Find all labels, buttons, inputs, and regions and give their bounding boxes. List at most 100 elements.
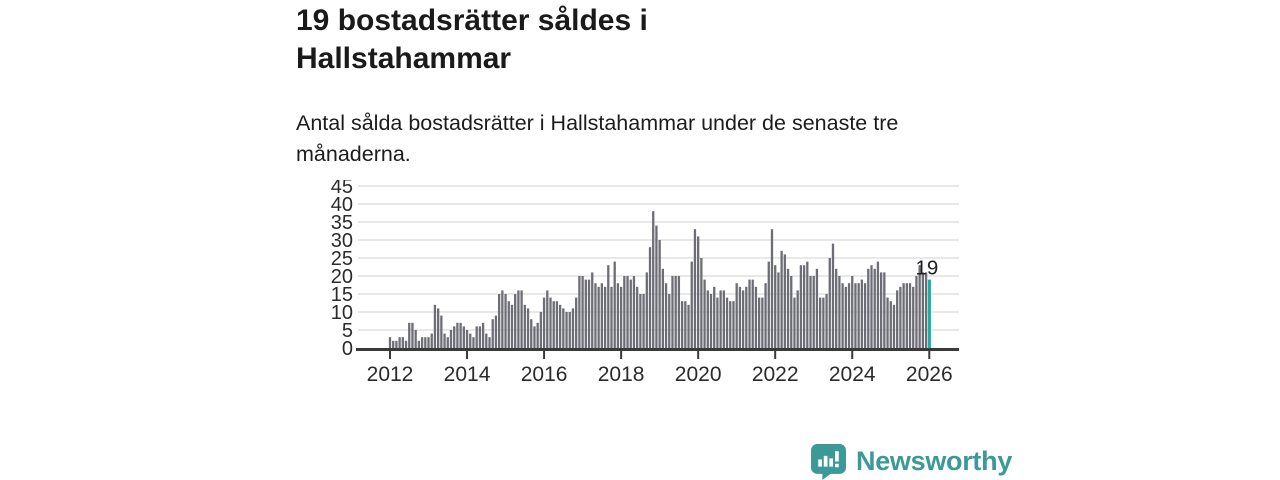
logo-bar-3 bbox=[829, 458, 834, 467]
bar bbox=[597, 286, 600, 348]
bar bbox=[777, 272, 780, 348]
x-axis-tick-label: 2022 bbox=[752, 363, 799, 386]
bar bbox=[446, 337, 449, 348]
bar bbox=[902, 283, 905, 348]
bar bbox=[520, 290, 523, 348]
bar bbox=[889, 301, 892, 348]
bar bbox=[504, 294, 507, 348]
bar bbox=[729, 301, 732, 348]
x-axis-tick-label: 2016 bbox=[521, 363, 568, 386]
bar bbox=[613, 261, 616, 348]
bar bbox=[867, 268, 870, 348]
bar bbox=[693, 229, 697, 348]
bar bbox=[883, 272, 886, 348]
bar bbox=[629, 279, 632, 348]
bar bbox=[462, 326, 465, 348]
bar bbox=[748, 279, 751, 348]
bar bbox=[835, 268, 838, 348]
bar bbox=[552, 301, 555, 348]
bar bbox=[838, 276, 841, 348]
brand-name: Newsworthy bbox=[856, 446, 1013, 476]
bar bbox=[709, 294, 713, 348]
y-axis-tick-label: 0 bbox=[342, 338, 353, 360]
bar bbox=[632, 276, 636, 348]
bar bbox=[565, 312, 568, 348]
bar bbox=[433, 304, 437, 348]
bar bbox=[568, 312, 571, 348]
bar bbox=[703, 279, 706, 348]
bar bbox=[725, 297, 729, 348]
bar bbox=[822, 297, 825, 348]
bar bbox=[472, 337, 475, 348]
bar bbox=[758, 297, 761, 348]
bar bbox=[443, 333, 446, 348]
bar bbox=[719, 290, 722, 348]
bar bbox=[668, 294, 671, 348]
x-axis-tick-label: 2026 bbox=[906, 363, 953, 386]
bar bbox=[857, 283, 860, 348]
bar bbox=[751, 279, 754, 348]
bar bbox=[546, 290, 549, 348]
bar bbox=[658, 240, 661, 348]
bar bbox=[584, 279, 587, 348]
bar bbox=[430, 333, 433, 348]
bar bbox=[491, 319, 494, 348]
newsworthy-logo-icon bbox=[811, 444, 846, 480]
bar bbox=[918, 265, 921, 348]
bar bbox=[799, 265, 803, 348]
bar bbox=[526, 308, 530, 348]
bar bbox=[616, 283, 620, 348]
bar bbox=[786, 268, 790, 348]
bar bbox=[575, 297, 578, 348]
bar bbox=[924, 272, 928, 348]
bar bbox=[459, 322, 462, 348]
bar bbox=[523, 304, 526, 348]
bar bbox=[636, 286, 639, 348]
bar bbox=[514, 294, 517, 348]
bar bbox=[873, 268, 876, 348]
bar bbox=[578, 276, 581, 348]
bar bbox=[687, 304, 690, 348]
bar bbox=[879, 272, 883, 348]
bar bbox=[738, 286, 742, 348]
bar bbox=[851, 276, 854, 348]
bar bbox=[697, 236, 700, 348]
bar bbox=[401, 337, 404, 348]
bar bbox=[542, 297, 546, 348]
bar bbox=[594, 283, 597, 348]
bar bbox=[453, 326, 456, 348]
x-axis-tick-label: 2014 bbox=[444, 363, 491, 386]
bar bbox=[562, 308, 565, 348]
bar bbox=[469, 333, 472, 348]
bar bbox=[411, 322, 414, 348]
bar bbox=[497, 294, 501, 348]
bar bbox=[806, 261, 809, 348]
bar bbox=[398, 337, 401, 348]
y-axis-tick-label: 20 bbox=[331, 266, 353, 288]
bar bbox=[610, 286, 613, 348]
bar bbox=[465, 330, 469, 348]
bar bbox=[456, 322, 459, 348]
x-axis-tick-label: 2018 bbox=[598, 363, 645, 386]
bar bbox=[600, 283, 604, 348]
x-axis-tick-label: 2024 bbox=[829, 363, 876, 386]
bar bbox=[793, 297, 796, 348]
bar bbox=[783, 254, 786, 348]
bar bbox=[780, 250, 783, 348]
bar bbox=[395, 340, 398, 348]
bar bbox=[722, 290, 725, 348]
bar bbox=[841, 283, 844, 348]
bar bbox=[427, 337, 430, 348]
logo-exclamation-stem bbox=[835, 451, 839, 462]
bar bbox=[591, 272, 594, 348]
bar bbox=[652, 211, 655, 348]
chart-description: Antal sålda bostadsrätter i Hallstahamma… bbox=[296, 111, 899, 166]
bar bbox=[475, 326, 478, 348]
bar bbox=[494, 315, 498, 348]
bar bbox=[684, 301, 687, 348]
bar bbox=[536, 322, 539, 348]
bar bbox=[774, 265, 777, 348]
bar bbox=[661, 268, 664, 348]
bar bbox=[449, 330, 453, 348]
